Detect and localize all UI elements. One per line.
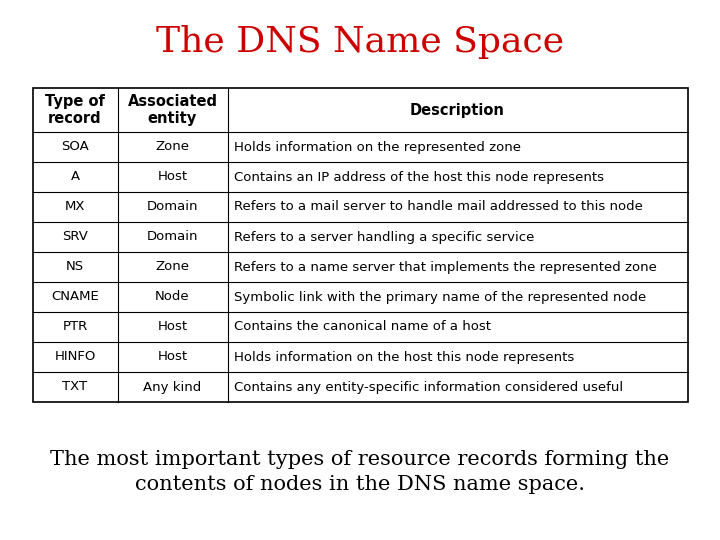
Text: A: A	[71, 171, 80, 184]
Text: Node: Node	[156, 291, 190, 303]
Text: Refers to a name server that implements the represented zone: Refers to a name server that implements …	[233, 260, 657, 273]
Text: Symbolic link with the primary name of the represented node: Symbolic link with the primary name of t…	[233, 291, 646, 303]
Text: Host: Host	[158, 171, 188, 184]
Text: Refers to a mail server to handle mail addressed to this node: Refers to a mail server to handle mail a…	[233, 200, 642, 213]
Text: MX: MX	[65, 200, 85, 213]
Text: Any kind: Any kind	[143, 381, 202, 394]
Text: Zone: Zone	[156, 140, 189, 153]
Text: Domain: Domain	[147, 231, 198, 244]
Text: Associated
entity: Associated entity	[127, 94, 217, 126]
Text: Host: Host	[158, 321, 188, 334]
Text: Contains an IP address of the host this node represents: Contains an IP address of the host this …	[233, 171, 603, 184]
Text: CNAME: CNAME	[51, 291, 99, 303]
Text: Holds information on the represented zone: Holds information on the represented zon…	[233, 140, 521, 153]
Text: Holds information on the host this node represents: Holds information on the host this node …	[233, 350, 574, 363]
Bar	[32, 88, 688, 402]
Text: Refers to a server handling a specific service: Refers to a server handling a specific s…	[233, 231, 534, 244]
Text: SOA: SOA	[61, 140, 89, 153]
Text: NS: NS	[66, 260, 84, 273]
Text: TXT: TXT	[63, 381, 88, 394]
Text: The DNS Name Space: The DNS Name Space	[156, 25, 564, 59]
Text: SRV: SRV	[62, 231, 88, 244]
Text: Contains the canonical name of a host: Contains the canonical name of a host	[233, 321, 490, 334]
Text: Type of
record: Type of record	[45, 94, 105, 126]
Text: The most important types of resource records forming the
contents of nodes in th: The most important types of resource rec…	[50, 450, 670, 494]
Text: Zone: Zone	[156, 260, 189, 273]
Text: Contains any entity-specific information considered useful: Contains any entity-specific information…	[233, 381, 623, 394]
Text: Domain: Domain	[147, 200, 198, 213]
Text: Host: Host	[158, 350, 188, 363]
Text: Description: Description	[410, 103, 505, 118]
Text: HINFO: HINFO	[54, 350, 96, 363]
Text: PTR: PTR	[63, 321, 88, 334]
